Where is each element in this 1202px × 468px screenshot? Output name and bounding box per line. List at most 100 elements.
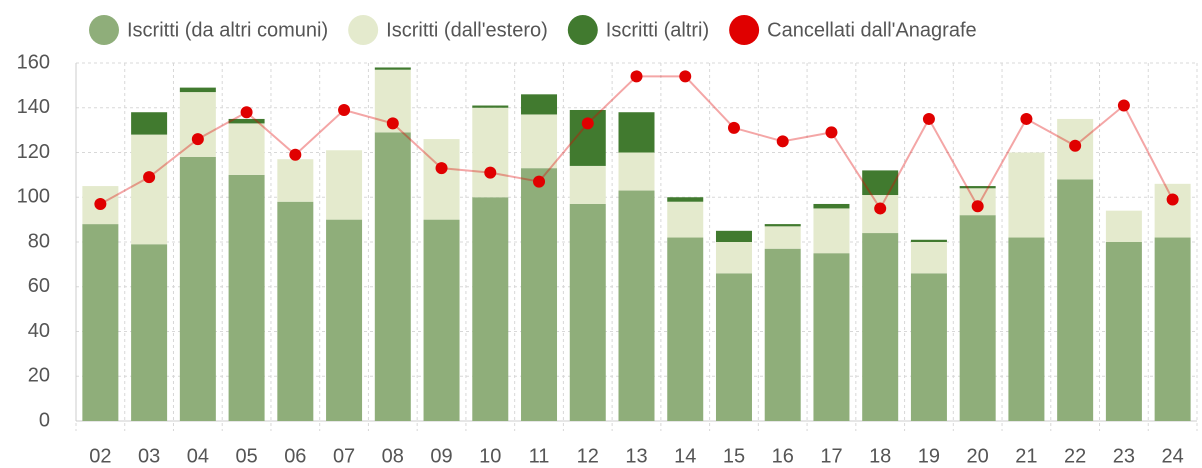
bar bbox=[179, 92, 216, 157]
bar bbox=[472, 107, 509, 198]
x-tick-label: 10 bbox=[479, 445, 501, 467]
bar bbox=[813, 253, 850, 421]
bar bbox=[521, 114, 558, 169]
point bbox=[435, 162, 448, 175]
legend-label: Cancellati dall'Anagrafe bbox=[767, 19, 977, 41]
point bbox=[338, 103, 351, 116]
bar bbox=[374, 67, 411, 70]
legend-marker bbox=[729, 15, 760, 45]
bar bbox=[1105, 242, 1142, 421]
x-tick-label: 13 bbox=[625, 445, 647, 467]
legend-marker bbox=[348, 15, 379, 45]
x-tick-label: 16 bbox=[772, 445, 794, 467]
x-tick-label: 14 bbox=[674, 445, 696, 467]
bar bbox=[326, 219, 363, 421]
bar bbox=[1154, 183, 1191, 238]
point bbox=[922, 112, 935, 125]
x-tick-label: 11 bbox=[529, 445, 550, 467]
point bbox=[289, 148, 302, 161]
point bbox=[1117, 99, 1130, 112]
bar bbox=[1057, 179, 1094, 421]
bar bbox=[862, 233, 899, 421]
legend-marker bbox=[89, 15, 119, 45]
x-tick-label: 17 bbox=[820, 445, 842, 467]
x-tick-label: 02 bbox=[89, 445, 111, 467]
point bbox=[191, 133, 204, 146]
y-tick-label: 100 bbox=[17, 186, 50, 208]
bar bbox=[521, 94, 558, 115]
bar bbox=[131, 112, 168, 135]
x-tick-label: 07 bbox=[333, 445, 355, 467]
bar bbox=[277, 159, 314, 202]
point bbox=[533, 175, 546, 188]
x-tick-label: 06 bbox=[284, 445, 306, 467]
bar bbox=[910, 239, 947, 242]
bar bbox=[959, 215, 996, 421]
x-tick-label: 03 bbox=[138, 445, 160, 467]
bar bbox=[277, 201, 314, 421]
legend-label: Iscritti (altri) bbox=[606, 19, 709, 41]
y-tick-label: 40 bbox=[28, 320, 50, 342]
y-tick-label: 80 bbox=[28, 230, 50, 252]
bar bbox=[374, 132, 411, 422]
bar bbox=[326, 150, 363, 220]
bar bbox=[618, 112, 655, 153]
point bbox=[581, 117, 594, 130]
legend-label: Iscritti (dall'estero) bbox=[386, 19, 548, 41]
point bbox=[143, 171, 156, 184]
legend-marker bbox=[567, 15, 598, 45]
bar bbox=[179, 156, 216, 421]
y-tick-label: 160 bbox=[17, 51, 50, 73]
bar bbox=[715, 242, 752, 274]
x-tick-label: 19 bbox=[918, 445, 940, 467]
x-tick-label: 23 bbox=[1113, 445, 1135, 467]
point bbox=[874, 202, 887, 215]
bar bbox=[179, 87, 216, 93]
bar bbox=[423, 219, 460, 421]
bar bbox=[131, 134, 168, 245]
point bbox=[1166, 193, 1179, 206]
x-tick-label: 04 bbox=[187, 445, 209, 467]
point bbox=[776, 135, 789, 148]
x-tick-label: 21 bbox=[1015, 445, 1037, 467]
y-tick-label: 0 bbox=[39, 409, 50, 431]
bar bbox=[228, 118, 265, 124]
bar bbox=[1008, 152, 1045, 238]
bar bbox=[813, 208, 850, 254]
bar bbox=[764, 226, 801, 249]
x-tick-label: 18 bbox=[869, 445, 891, 467]
bar bbox=[715, 230, 752, 242]
bar bbox=[423, 139, 460, 220]
point bbox=[386, 117, 399, 130]
bar bbox=[862, 170, 899, 196]
y-tick-label: 60 bbox=[28, 275, 50, 297]
point bbox=[94, 197, 107, 210]
bar bbox=[764, 224, 801, 227]
point bbox=[679, 70, 692, 83]
x-tick-label: 05 bbox=[235, 445, 257, 467]
bar bbox=[521, 168, 558, 421]
x-tick-label: 24 bbox=[1162, 445, 1184, 467]
point bbox=[825, 126, 838, 139]
point bbox=[240, 106, 253, 119]
bar bbox=[1154, 237, 1191, 421]
x-tick-label: 20 bbox=[967, 445, 989, 467]
bar bbox=[228, 174, 265, 421]
bar bbox=[667, 237, 704, 421]
bar bbox=[1008, 237, 1045, 421]
x-tick-label: 12 bbox=[577, 445, 599, 467]
bar bbox=[667, 197, 704, 202]
bar bbox=[910, 242, 947, 274]
point bbox=[630, 70, 643, 83]
bar bbox=[813, 203, 850, 209]
point bbox=[727, 121, 740, 134]
bar bbox=[82, 224, 119, 421]
point bbox=[1020, 112, 1033, 125]
bar bbox=[1105, 210, 1142, 242]
x-tick-label: 09 bbox=[430, 445, 452, 467]
x-tick-label: 08 bbox=[382, 445, 404, 467]
point bbox=[971, 200, 984, 213]
bar bbox=[472, 105, 509, 108]
bar bbox=[959, 186, 996, 189]
